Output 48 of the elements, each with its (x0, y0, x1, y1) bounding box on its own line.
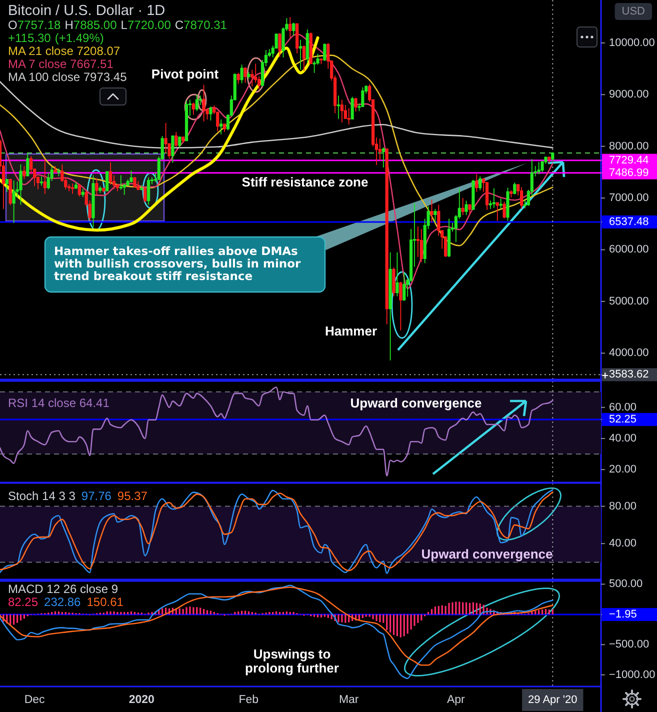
y-tick-label: 6000.00 (609, 244, 649, 256)
y-tick-label: −1.95 (609, 608, 637, 621)
annotation: Upward convergence (421, 546, 553, 562)
text: MA 7 close 7667.51 (8, 57, 114, 71)
y-tick-label: 500.00 (609, 578, 643, 590)
y-tick-label: 7000.00 (609, 192, 649, 204)
series-label: 95.37 (117, 489, 148, 503)
y-tick-label: 60.00 (609, 401, 637, 414)
y-tick-label: 3583.62 (609, 368, 649, 381)
legend-title: MACD 12 26 close 9 (8, 582, 118, 596)
chart-title: Bitcoin / U.S. Dollar · 1D (8, 3, 166, 19)
y-tick-label: −500.00 (609, 638, 650, 651)
y-tick-label: 8000.00 (609, 140, 649, 152)
y-tick-label: 7729.44 (609, 154, 649, 166)
y-tick-label: −1000.00 (609, 668, 656, 681)
x-tick-label: 2020 (128, 694, 154, 706)
y-axis-title: USD (622, 6, 646, 18)
annotation: Hammer (324, 324, 378, 338)
x-tick-label: 29 Apr '20 (528, 694, 578, 706)
y-tick-label: 5000.00 (609, 295, 649, 308)
annotation: Upward convergence (350, 396, 482, 410)
text: MA 21 close 7208.07 (8, 44, 120, 58)
x-tick-label: Mar (338, 694, 359, 706)
text: O7757.18 H7885.00 L7720.00 C7870.31 +115.30 (+1.49%) (8, 18, 227, 45)
y-tick-label: 40.00 (609, 538, 637, 550)
y-tick-label: 9000.00 (609, 88, 649, 101)
series-label: 82.25 (8, 595, 38, 609)
y-tick-label: 80.00 (609, 500, 637, 512)
y-tick-label: 6537.48 (609, 216, 649, 228)
x-tick-label: Dec (24, 694, 46, 706)
series-label: RSI 14 close 64.41 (8, 396, 110, 410)
y-tick-label: 7486.99 (609, 166, 649, 179)
series-label: 150.61 (86, 595, 124, 609)
x-tick-label: Apr (446, 694, 466, 706)
legend-title: Stoch 14 3 3 (8, 489, 76, 503)
y-tick-label: 20.00 (609, 464, 637, 476)
series-label: 232.86 (44, 595, 82, 609)
y-tick-label: 40.00 (609, 432, 637, 444)
annotation: Hammer takes-off rallies above DMAs with bullish crossovers, bulls in minor trend breakout stiff resistance (54, 244, 301, 283)
y-tick-label: 10000.00 (609, 36, 655, 49)
annotation: Stiff resistance zone (242, 174, 368, 190)
x-tick-label: Feb (238, 694, 259, 706)
y-tick-label: 4000.00 (609, 347, 649, 360)
annotation: Upswings to prolong further (245, 646, 339, 676)
y-tick-label: 52.25 (609, 413, 637, 426)
series-label: 97.76 (81, 489, 112, 503)
series-label: MA 100 close 7973.45 (8, 70, 128, 84)
annotation: Pivot point (151, 66, 220, 82)
